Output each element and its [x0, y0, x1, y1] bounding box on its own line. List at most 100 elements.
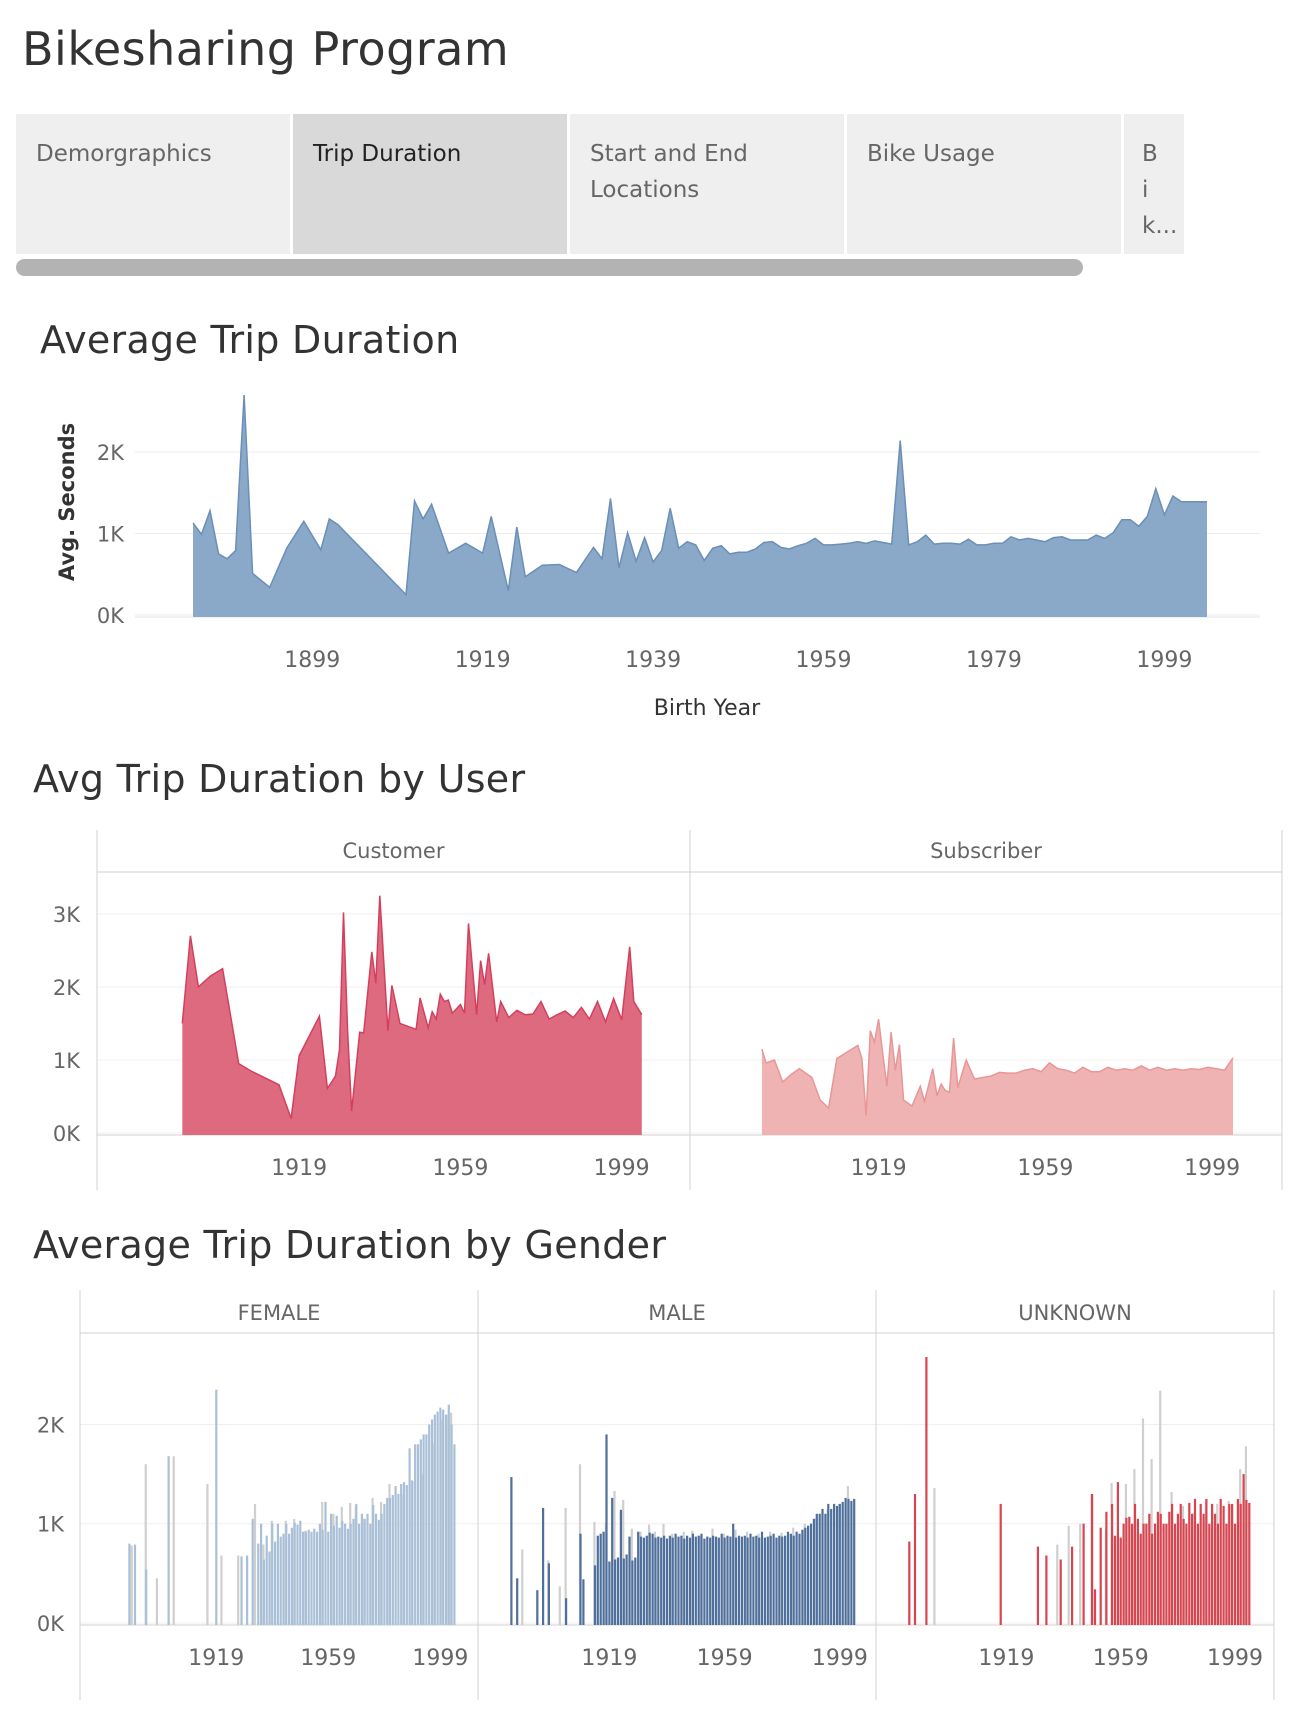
bar	[240, 1556, 243, 1625]
bar	[999, 1503, 1002, 1625]
bar	[1125, 1517, 1128, 1625]
bar	[391, 1495, 394, 1625]
bar	[332, 1525, 335, 1625]
bar	[416, 1444, 420, 1625]
y-tick-label: 2K	[97, 441, 125, 465]
bar-gray	[144, 1464, 147, 1625]
bar	[352, 1518, 355, 1625]
bar	[510, 1477, 513, 1625]
tab-bike-overflow[interactable]: Bik...	[1124, 114, 1184, 254]
tab-bike-usage[interactable]: Bike Usage	[847, 114, 1121, 254]
area-line	[192, 394, 1207, 597]
panel-label: Customer	[342, 839, 444, 863]
bar	[749, 1533, 752, 1625]
bar	[265, 1535, 268, 1625]
bar	[809, 1523, 813, 1625]
y-tick-label: 1K	[97, 523, 125, 547]
tab-start-end-locations[interactable]: Start and End Locations	[570, 114, 844, 254]
bar	[838, 1503, 841, 1625]
bar	[853, 1498, 856, 1625]
bar	[726, 1535, 729, 1625]
bar	[752, 1536, 755, 1625]
bar	[737, 1535, 741, 1625]
bar	[307, 1529, 310, 1625]
bar	[1193, 1498, 1197, 1625]
x-tick-label: 1959	[796, 648, 852, 673]
bar	[605, 1434, 608, 1625]
bar	[285, 1523, 288, 1625]
bar	[408, 1448, 411, 1625]
bar	[377, 1519, 380, 1625]
x-tick-label: 1999	[1136, 648, 1192, 673]
x-tick-label: 1959	[432, 1156, 488, 1181]
bar	[1171, 1503, 1174, 1625]
bar	[1159, 1513, 1162, 1625]
bar	[824, 1513, 827, 1625]
bar	[372, 1504, 375, 1625]
x-tick-label: 1999	[1184, 1156, 1240, 1181]
bar	[804, 1527, 807, 1625]
panel-label: UNKNOWN	[1018, 1301, 1132, 1325]
bar	[433, 1414, 436, 1625]
bar	[1099, 1527, 1102, 1625]
bar	[299, 1520, 302, 1625]
bar	[358, 1523, 361, 1625]
bar	[1119, 1537, 1122, 1625]
bar	[781, 1536, 784, 1625]
bar	[341, 1520, 344, 1625]
bar	[665, 1538, 669, 1625]
bar	[215, 1389, 218, 1625]
bar	[1131, 1523, 1134, 1625]
y-tick-label: 1K	[53, 1049, 81, 1073]
bar	[516, 1578, 519, 1625]
bar-gray	[933, 1488, 936, 1625]
bar	[536, 1590, 539, 1625]
bar	[663, 1535, 666, 1625]
bar	[374, 1513, 378, 1625]
bar	[260, 1523, 263, 1625]
bar	[369, 1523, 372, 1625]
bar	[694, 1536, 697, 1625]
y-tick-label: 0K	[53, 1122, 81, 1146]
bar	[279, 1536, 282, 1625]
bar	[801, 1529, 804, 1625]
bar	[453, 1444, 456, 1625]
tab-scrollbar[interactable]	[16, 259, 1083, 276]
bar	[288, 1533, 291, 1625]
bar	[428, 1424, 431, 1625]
bar	[720, 1533, 723, 1625]
bar	[349, 1523, 352, 1625]
bar	[631, 1560, 634, 1625]
bar	[388, 1497, 392, 1625]
x-tick-label: 1959	[300, 1646, 356, 1671]
bar	[786, 1531, 790, 1625]
bar	[654, 1537, 657, 1625]
x-tick-label: 1959	[1017, 1156, 1073, 1181]
bar	[850, 1500, 853, 1625]
bar	[405, 1485, 408, 1625]
bar	[447, 1404, 450, 1625]
bar-gray	[155, 1578, 158, 1625]
bar	[1188, 1502, 1191, 1625]
bar	[841, 1501, 844, 1625]
bar	[1105, 1511, 1108, 1625]
bar	[1185, 1523, 1188, 1625]
bar	[436, 1411, 439, 1625]
tab-demographics[interactable]: Demorgraphics	[16, 114, 290, 254]
bar	[913, 1494, 917, 1625]
bar	[1179, 1503, 1182, 1625]
bar	[614, 1559, 617, 1625]
bar	[634, 1557, 637, 1625]
bar	[1133, 1503, 1137, 1625]
bar-gray	[130, 1545, 133, 1625]
bar	[316, 1531, 319, 1625]
panel-label: Subscriber	[930, 839, 1042, 863]
bar	[1182, 1518, 1185, 1625]
bar	[1239, 1503, 1242, 1625]
bar	[1208, 1523, 1211, 1625]
bar	[246, 1555, 249, 1625]
tab-trip-duration[interactable]: Trip Duration	[293, 114, 567, 254]
panel-label: FEMALE	[238, 1301, 321, 1325]
bar	[1059, 1559, 1062, 1625]
bar	[422, 1434, 425, 1625]
